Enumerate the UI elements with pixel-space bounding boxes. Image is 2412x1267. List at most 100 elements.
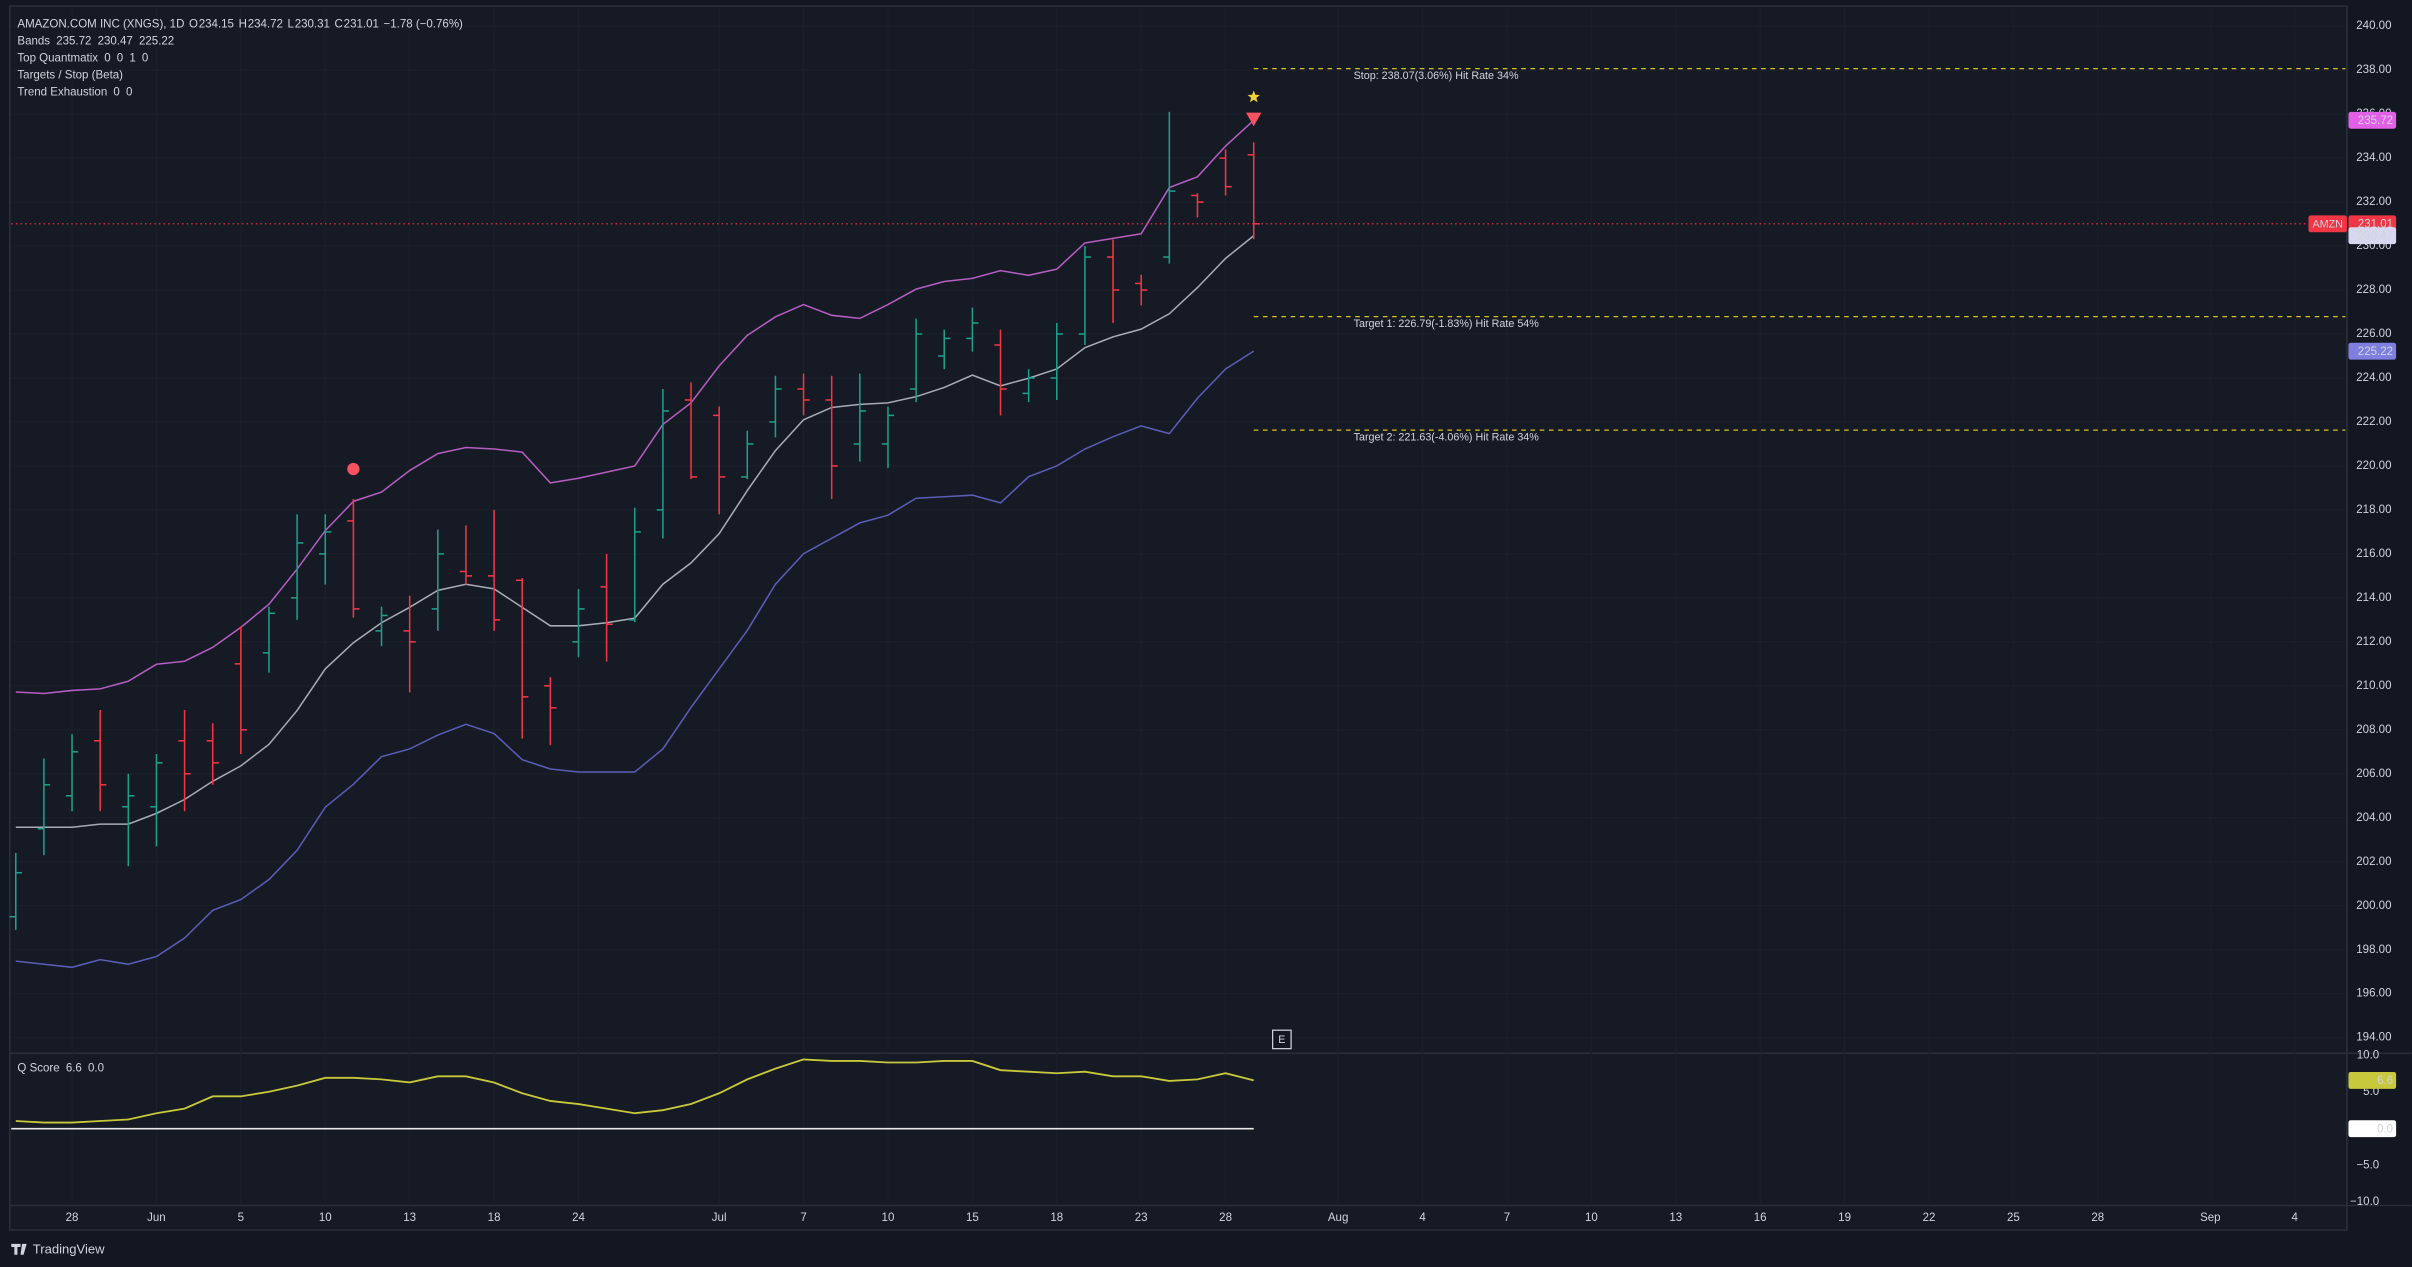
footer: TradingView [11,1242,105,1257]
event-marker [1272,1029,1292,1050]
upper-badge-bg [2348,111,2397,129]
x-tick-label: 4 [1419,1212,1426,1224]
middle-badge: 230.47 [2358,231,2393,243]
y-tick-label: 196.00 [2356,988,2391,1000]
ohlc-letter: L [288,19,295,31]
y-tick-label: 198.00 [2356,944,2391,956]
middle-badge-bg [2348,227,2397,245]
indicator-value: 0 [113,86,119,98]
y-tick-label: 240.00 [2356,20,2391,32]
indicator-name: Top Quantmatix [17,52,98,64]
indicator-name: Bands [17,36,50,48]
x-tick-label: 7 [800,1212,806,1224]
x-tick-label: 5 [238,1212,244,1224]
x-tick-label: 28 [66,1212,79,1224]
symbol-title: AMAZON.COM INC (XNGS), 1D [17,19,184,31]
y-tick-label: 226.00 [2356,328,2391,340]
x-tick-label: 13 [1669,1212,1682,1224]
x-tick-label: 10 [1585,1212,1598,1224]
y-tick-label: 194.00 [2356,1032,2391,1044]
ohlc-letter: O [189,19,198,31]
indicator-name: Trend Exhaustion [17,86,107,98]
y-tick-label: 234.00 [2356,152,2391,164]
indicator-value: 0 [104,52,110,64]
qscore-badge-bg [2348,1071,2397,1089]
x-tick-label: Jul [712,1212,727,1224]
q-tick-label: −10.0 [2350,1196,2379,1208]
x-tick-label: 23 [1135,1212,1148,1224]
x-tick-label: 22 [1923,1212,1936,1224]
qscore-value: 6.6 [66,1063,82,1075]
qscore-line [15,1058,1254,1124]
upper-badge: 235.72 [2358,115,2393,127]
x-tick-label: 10 [319,1212,332,1224]
x-tick-label: 10 [882,1212,895,1224]
q-tick-label: −5.0 [2356,1159,2379,1171]
y-tick-label: 200.00 [2356,900,2391,912]
target-label: Target 1: 226.79(-1.83%) Hit Rate 54% [1354,318,1540,330]
band-value: 235.72 [56,36,91,48]
brand-name: TradingView [33,1242,105,1257]
x-tick-label: 28 [1219,1212,1232,1224]
target-label: Stop: 238.07(3.06%) Hit Rate 34% [1354,70,1519,82]
symbol-badge: AMZN [2312,218,2342,230]
x-tick-label: 13 [403,1212,416,1224]
upper-band [15,119,1255,695]
band-value: 230.47 [98,36,133,48]
y-tick-label: 202.00 [2356,856,2391,868]
indicator-value: 0 [126,86,132,98]
x-tick-label: Jun [147,1212,166,1224]
x-tick-label: 19 [1838,1212,1851,1224]
y-tick-label: 228.00 [2356,284,2391,296]
x-tick-label: 18 [1050,1212,1063,1224]
indicator-value: 1 [129,52,135,64]
plot-layer: Stop: 238.07(3.06%) Hit Rate 34% Target 1… [9,67,2346,1130]
brand-logo [11,1243,27,1255]
x-tick-label: 4 [2292,1212,2299,1224]
y-tick-label: 232.00 [2356,196,2391,208]
signal-triangle [1246,112,1262,127]
target-label: Target 2: 221.63(-4.06%) Hit Rate 34% [1354,432,1540,444]
grid-layer: 194.00 196.00 198.00 200.00 202.00 204.00 206.… [11,7,2392,1224]
lower-badge: 225.22 [2358,346,2393,358]
x-tick-label: 18 [488,1212,501,1224]
x-tick-label: Sep [2200,1212,2221,1224]
band-value: 225.22 [139,36,174,48]
x-tick-label: 7 [1504,1212,1510,1224]
zero-badge-bg [2348,1120,2397,1138]
change: −1.78 (−0.76%) [384,19,464,31]
y-tick-label: 210.00 [2356,680,2391,692]
x-tick-label: 28 [2091,1212,2104,1224]
x-tick-label: 25 [2007,1212,2020,1224]
event-label: E [1278,1034,1285,1046]
x-tick-label: Aug [1328,1212,1349,1224]
y-tick-label: 204.00 [2356,812,2391,824]
qscore-zero: 0.0 [88,1063,104,1075]
ohlc-letter: H [239,19,247,31]
q-tick-label: 10.0 [2357,1050,2379,1062]
qscore-name: Q Score [17,1063,59,1075]
x-tick-label: 16 [1754,1212,1767,1224]
signal-star [1247,90,1260,103]
signal-dot [347,462,360,476]
y-tick-label: 214.00 [2356,592,2391,604]
ohlc-value: 234.72 [248,19,283,31]
q-tick-label: 5.0 [2363,1086,2379,1098]
indicator-name: Targets / Stop (Beta) [17,69,123,81]
y-tick-label: 212.00 [2356,636,2391,648]
x-tick-label: 15 [966,1212,979,1224]
plot-frame [8,5,2348,1231]
y-tick-label: 216.00 [2356,548,2391,560]
ohlc-value: 230.31 [295,19,330,31]
indicator-value: 0 [117,52,123,64]
ohlc-value: 234.15 [199,19,234,31]
qscore-badge: 6.6 [2377,1075,2393,1087]
symbol-badge-bg [2308,215,2347,233]
zero-badge: 0.0 [2377,1124,2393,1136]
ohlc-value: 231.01 [344,19,379,31]
overlay-layer: E 235.72 231.01 AMZN 230.47 225.22 6.6 0.0 AMAZO… [17,19,2397,1138]
x-tick-label: 24 [572,1212,585,1224]
y-tick-label: 220.00 [2356,460,2391,472]
ohlc-letter: C [335,19,343,31]
